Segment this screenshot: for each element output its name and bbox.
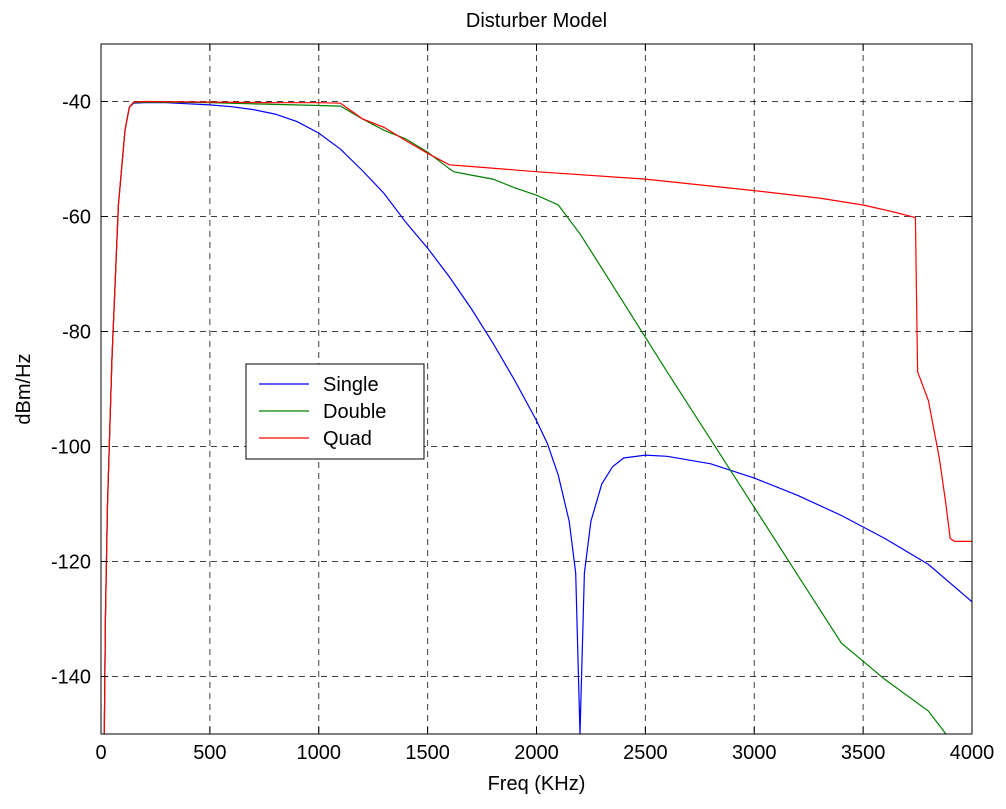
x-tick-label: 1500 bbox=[405, 742, 450, 764]
x-tick-label: 2500 bbox=[623, 742, 668, 764]
chart-title: Disturber Model bbox=[466, 10, 607, 32]
legend-box bbox=[245, 363, 425, 460]
legend-label-quad: Quad bbox=[323, 428, 372, 450]
x-tick-label: 2000 bbox=[514, 742, 559, 764]
x-tick-label: 1000 bbox=[297, 742, 342, 764]
legend: Single Double Quad bbox=[245, 363, 425, 460]
y-tick-label: -60 bbox=[62, 207, 91, 229]
y-tick-label: -80 bbox=[62, 322, 91, 344]
x-tick-label: 4000 bbox=[950, 742, 995, 764]
y-tick-label: -120 bbox=[51, 552, 91, 574]
x-tick-label: 500 bbox=[193, 742, 226, 764]
series-line-quad bbox=[103, 100, 972, 734]
x-axis-label: Freq (KHz) bbox=[488, 773, 586, 795]
x-tick-label: 0 bbox=[95, 742, 106, 764]
x-tick-label: 3000 bbox=[732, 742, 777, 764]
tick-labels: 0 500 1000 1500 2000 2500 3000 3500 4000 -140 -120… bbox=[51, 92, 994, 765]
y-tick-label: -140 bbox=[51, 667, 91, 689]
y-axis-label: dBm/Hz bbox=[13, 353, 35, 424]
legend-label-single: Single bbox=[323, 374, 379, 396]
y-tick-label: -40 bbox=[62, 92, 91, 114]
series-lines bbox=[103, 100, 972, 734]
axis-ticks bbox=[100, 44, 973, 734]
y-tick-label: -100 bbox=[51, 437, 91, 459]
legend-label-double: Double bbox=[323, 401, 386, 423]
x-tick-label: 3500 bbox=[841, 742, 886, 764]
